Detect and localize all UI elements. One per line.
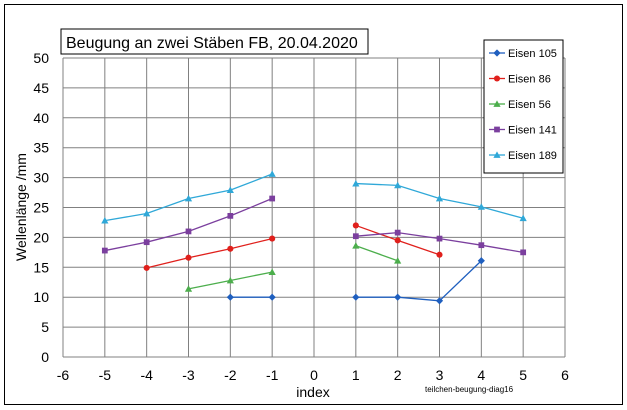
data-point: [101, 217, 109, 224]
y-tick-label: 45: [33, 80, 49, 96]
y-tick-label: 25: [33, 200, 49, 216]
x-tick-label: 4: [477, 367, 485, 383]
legend-marker: [494, 126, 500, 133]
data-point: [519, 214, 527, 222]
data-point: [268, 170, 276, 177]
legend-marker: [493, 151, 501, 158]
x-tick-label: 6: [561, 367, 569, 383]
data-point: [477, 257, 485, 265]
series-layer: [101, 170, 527, 305]
series-eisen-141: [101, 195, 527, 256]
data-point: [226, 186, 234, 194]
legend-items: Eisen 105 Eisen 86 Eisen 56 Eisen 141 Eisen …: [489, 48, 557, 162]
data-point: [477, 203, 485, 210]
legend-label: Eisen 141: [508, 125, 557, 137]
legend-item: Eisen 105: [489, 48, 557, 60]
legend-marker: [493, 75, 501, 82]
data-point: [268, 293, 276, 301]
series-eisen-56: [184, 242, 402, 292]
legend-label: Eisen 56: [508, 99, 551, 111]
y-tick-label: 50: [33, 50, 49, 66]
x-tick-label: -3: [182, 367, 195, 383]
y-tick-label: 15: [33, 259, 49, 275]
data-point: [143, 239, 150, 246]
y-tick-label: 35: [33, 140, 49, 156]
legend-label: Eisen 86: [508, 74, 551, 86]
chart-annotation: teilchen-beugung-diag16: [425, 385, 514, 394]
x-tick-label: 2: [394, 367, 402, 383]
x-tick-label: -1: [266, 367, 279, 383]
series-eisen-105: [226, 257, 485, 305]
series-line: [146, 237, 273, 269]
data-point: [352, 222, 359, 229]
x-tick-label: -5: [99, 367, 112, 383]
legend-item: Eisen 86: [489, 74, 551, 86]
legend-item: Eisen 141: [489, 125, 557, 137]
series-eisen-189: [101, 170, 527, 224]
y-tick-label: 10: [33, 289, 49, 305]
x-tick-label: 0: [310, 367, 318, 383]
grid: [62, 57, 566, 358]
data-point: [184, 194, 193, 202]
data-point: [185, 254, 192, 261]
data-point: [352, 179, 360, 187]
chart-title-box: [60, 28, 369, 55]
series-line: [355, 245, 398, 262]
legend-marker: [493, 100, 501, 107]
data-point: [143, 209, 151, 217]
data-point: [101, 247, 108, 254]
x-tick-label: 5: [519, 367, 527, 383]
legend-label: Eisen 189: [508, 150, 557, 162]
y-tick-label: 0: [41, 349, 49, 365]
x-tick-labels: -6 -5 -4 -3 -2 -1 0 1 2 3 4 5 6: [57, 367, 569, 383]
data-point: [436, 251, 443, 258]
data-point: [394, 257, 402, 264]
data-point: [394, 229, 401, 236]
data-point: [435, 194, 444, 202]
data-point: [394, 181, 402, 189]
chart-title: Beugung an zwei Stäben FB, 20.04.2020: [66, 35, 358, 52]
x-tick-label: -2: [224, 367, 237, 383]
data-point: [185, 228, 192, 235]
data-point: [352, 293, 360, 301]
data-point: [394, 237, 401, 244]
data-point: [227, 212, 234, 219]
data-point: [226, 293, 234, 301]
series-line: [355, 260, 482, 302]
legend-marker: [493, 49, 501, 57]
data-point: [143, 264, 150, 271]
y-tick-label: 40: [33, 110, 49, 126]
y-tick-label: 20: [33, 229, 49, 245]
y-tick-labels: 0 5 10 15 20 25 30 35 40 45 50: [33, 50, 49, 365]
y-tick-label: 5: [41, 319, 49, 335]
y-axis-title: Wellenlänge /mm: [13, 153, 29, 261]
data-point: [268, 268, 276, 275]
data-point: [352, 242, 360, 249]
y-tick-label: 30: [33, 170, 49, 186]
x-tick-label: -4: [140, 367, 153, 383]
legend-item: Eisen 189: [489, 150, 557, 162]
data-point: [269, 195, 276, 202]
x-tick-label: 1: [352, 367, 360, 383]
x-tick-label: -6: [57, 367, 70, 383]
data-point: [184, 285, 193, 292]
data-point: [352, 233, 359, 240]
data-point: [436, 235, 443, 242]
x-tick-label: 3: [436, 367, 444, 383]
data-point: [520, 249, 527, 256]
data-point: [227, 245, 234, 252]
series-eisen-86: [143, 222, 443, 271]
data-point: [269, 235, 276, 242]
x-axis-title: index: [296, 384, 329, 400]
legend-item: Eisen 56: [489, 99, 551, 111]
legend-label: Eisen 105: [508, 48, 557, 60]
data-point: [478, 242, 485, 249]
data-point: [226, 276, 234, 284]
data-point: [435, 297, 444, 305]
data-point: [394, 293, 402, 301]
